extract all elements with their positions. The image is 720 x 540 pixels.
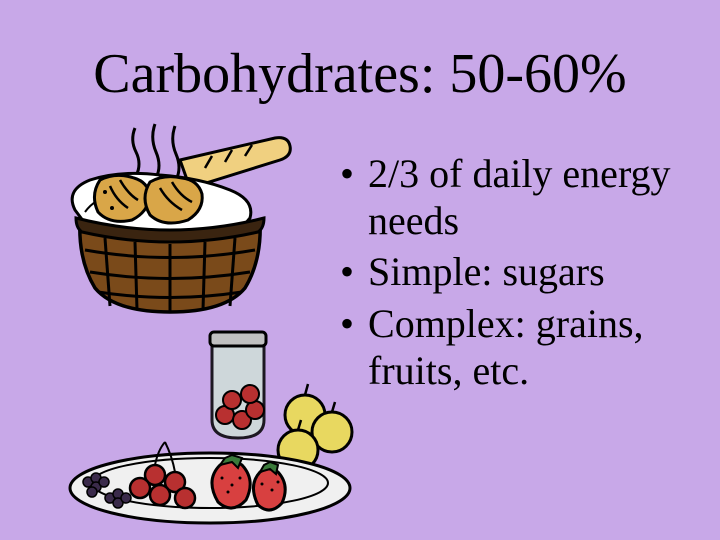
bullet-dot-icon: • — [340, 150, 354, 197]
bullet-text: 2/3 of daily energy needs — [368, 150, 680, 244]
bullet-text: Simple: sugars — [368, 248, 680, 295]
bullet-dot-icon: • — [340, 300, 354, 347]
fruit-assortment-illustration — [60, 320, 360, 530]
bullet-item: • Complex: grains, fruits, etc. — [340, 300, 680, 394]
bullet-dot-icon: • — [340, 248, 354, 295]
slide-title: Carbohydrates: 50-60% — [24, 42, 696, 106]
bullet-item: • Simple: sugars — [340, 248, 680, 295]
bullet-item: • 2/3 of daily energy needs — [340, 150, 680, 244]
bullet-list: • 2/3 of daily energy needs • Simple: su… — [340, 150, 680, 398]
bullet-text: Complex: grains, fruits, etc. — [368, 300, 680, 394]
bread-basket-illustration — [40, 120, 300, 320]
